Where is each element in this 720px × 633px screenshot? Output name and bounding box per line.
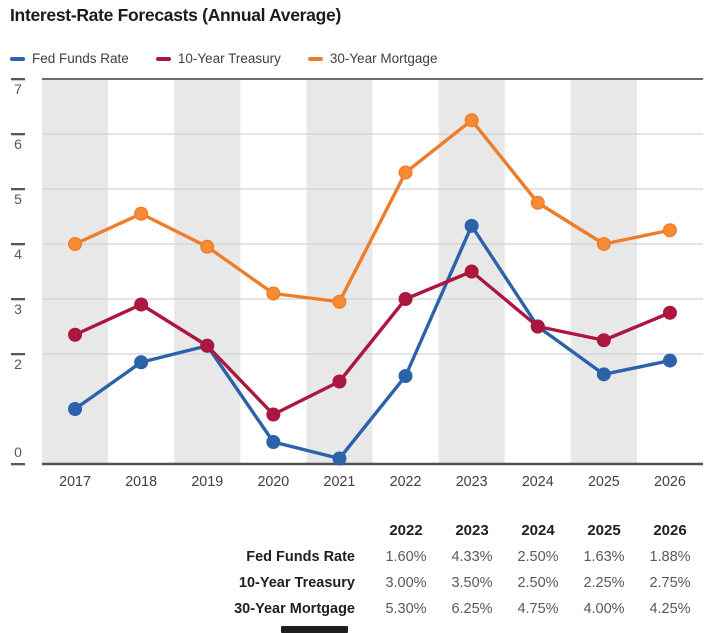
- x-axis-label: 2018: [125, 474, 157, 490]
- y-tick-icon: [11, 78, 25, 81]
- y-axis-label: 5: [14, 191, 22, 207]
- data-point: [68, 327, 83, 342]
- data-point: [398, 292, 413, 307]
- data-point: [662, 223, 677, 238]
- table-cell-value: 2.25%: [583, 575, 625, 591]
- data-point: [332, 451, 347, 466]
- y-axis-label: 6: [14, 136, 22, 152]
- y-axis-label: 0: [14, 444, 22, 460]
- x-axis-label: 2019: [191, 474, 223, 490]
- x-axis-label: 2026: [654, 474, 686, 490]
- year-band: [306, 79, 373, 464]
- data-point: [464, 113, 479, 128]
- y-axis-label: 2: [14, 356, 22, 372]
- data-point: [332, 294, 347, 309]
- data-point: [200, 239, 215, 254]
- table-header-year: 2022: [389, 522, 423, 539]
- data-point: [596, 236, 611, 251]
- forecast-table: 2022 2023 2024 2025 2026 Fed Funds Rate 1.60% 4…: [0, 517, 720, 622]
- year-band: [570, 79, 637, 464]
- table-header-year: 2026: [653, 522, 687, 539]
- data-point: [134, 355, 149, 370]
- y-axis-label: 3: [14, 301, 22, 317]
- data-point: [134, 206, 149, 221]
- x-axis-label: 2022: [390, 474, 422, 490]
- y-tick-icon: [11, 243, 25, 246]
- x-axis-label: 2025: [588, 474, 620, 490]
- table-cell-value: 3.50%: [451, 575, 493, 591]
- table-cell-value: 4.33%: [451, 549, 493, 565]
- data-point: [398, 369, 413, 384]
- data-point: [398, 165, 413, 180]
- series-line: [73, 118, 672, 304]
- legend-swatch-icon: [155, 56, 171, 61]
- chart-legend: Fed Funds Rate 10-Year Treasury 30-Year Mo…: [10, 51, 437, 66]
- data-point: [134, 297, 149, 312]
- table-header-year: 2025: [587, 522, 621, 539]
- table-cell-value: 4.00%: [583, 601, 625, 617]
- data-point: [266, 435, 281, 450]
- x-axis-label: 2024: [522, 474, 554, 490]
- table-cell-value: 1.60%: [385, 549, 427, 565]
- y-tick-icon: [11, 463, 25, 466]
- table-cell-value: 1.63%: [583, 549, 625, 565]
- chart-title: Interest-Rate Forecasts (Annual Average): [10, 5, 341, 25]
- y-tick-icon: [11, 188, 25, 191]
- data-point: [200, 338, 215, 353]
- table-cell-value: 4.25%: [649, 601, 691, 617]
- table-cell-value: 2.50%: [517, 549, 559, 565]
- data-point: [530, 319, 545, 334]
- table-header-year: 2023: [455, 522, 489, 539]
- table-cell-value: 5.30%: [385, 601, 427, 617]
- data-point: [596, 367, 611, 382]
- x-axis-label: 2017: [59, 474, 91, 490]
- table-row-label: Fed Funds Rate: [246, 549, 355, 565]
- table-cell-value: 1.88%: [649, 549, 691, 565]
- table-corner: [0, 517, 373, 544]
- data-point: [266, 407, 281, 422]
- table-cell-value: 2.50%: [517, 575, 559, 591]
- y-tick-icon: [11, 353, 25, 356]
- data-point: [266, 286, 281, 301]
- y-tick-icon: [11, 133, 25, 136]
- x-axis-label: 2021: [324, 474, 356, 490]
- legend-label: Fed Funds Rate: [32, 51, 129, 66]
- year-band: [42, 79, 109, 464]
- table-row-label: 10-Year Treasury: [238, 575, 355, 591]
- legend-item: 30-Year Mortgage: [307, 51, 438, 66]
- data-point: [464, 218, 479, 233]
- year-band: [174, 79, 241, 464]
- series-line: [73, 224, 672, 461]
- legend-label: 10-Year Treasury: [177, 51, 281, 66]
- table-cell-value: 3.00%: [385, 575, 427, 591]
- data-point: [530, 195, 545, 210]
- x-axis-label: 2023: [456, 474, 488, 490]
- table-cell-value: 4.75%: [517, 601, 559, 617]
- data-point: [68, 402, 83, 417]
- legend-item: 10-Year Treasury: [155, 51, 281, 66]
- forecast-line-chart: 0 2 3 4 5 6 7 2017 2018 2019 2020 2021 2022 2023 2024 2…: [11, 78, 703, 490]
- legend-label: 30-Year Mortgage: [329, 51, 438, 66]
- data-point: [464, 264, 479, 279]
- y-axis-label: 4: [14, 246, 22, 262]
- series-30-year-mortgage: [68, 113, 677, 309]
- table-cell-value: 6.25%: [451, 601, 493, 617]
- legend-swatch-icon: [10, 56, 25, 61]
- data-point: [662, 305, 677, 320]
- table-cell-value: 2.75%: [649, 575, 691, 591]
- series-line: [73, 269, 672, 417]
- table-row-label: 30-Year Mortgage: [234, 601, 355, 617]
- y-axis-label: 7: [14, 81, 22, 97]
- data-point: [662, 353, 677, 368]
- y-tick-icon: [11, 298, 25, 301]
- data-point: [596, 333, 611, 348]
- cutoff-text-fragment: [281, 626, 348, 633]
- legend-swatch-icon: [307, 56, 323, 61]
- data-point: [68, 236, 83, 251]
- x-axis-label: 2020: [257, 474, 289, 490]
- table-header-year: 2024: [521, 522, 555, 539]
- series-10-year-treasury: [68, 264, 677, 422]
- data-point: [332, 374, 347, 389]
- legend-item: Fed Funds Rate: [10, 51, 129, 66]
